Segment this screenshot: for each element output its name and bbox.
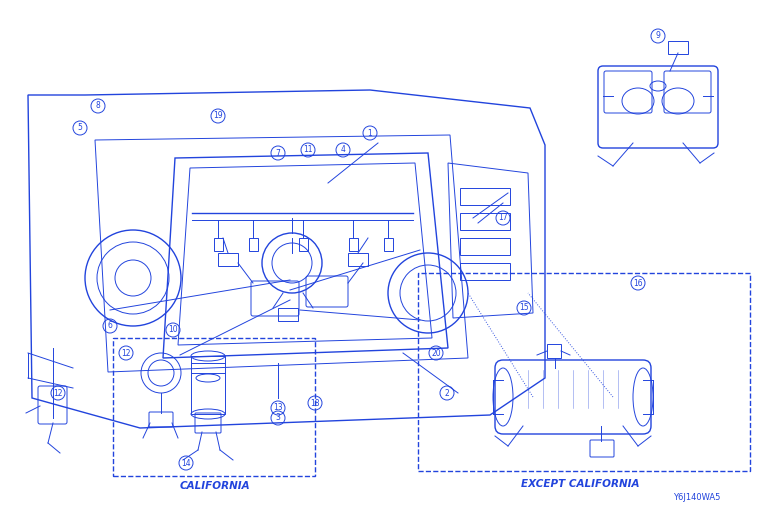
Text: EXCEPT CALIFORNIA: EXCEPT CALIFORNIA (521, 479, 639, 489)
Text: 2: 2 (445, 389, 449, 397)
Bar (348, 253, 368, 266)
Bar (460, 263, 510, 280)
Bar (349, 238, 358, 251)
Bar (668, 41, 688, 54)
Text: 18: 18 (310, 399, 319, 407)
Bar (460, 213, 510, 230)
Bar (460, 238, 510, 255)
Text: CALIFORNIA: CALIFORNIA (180, 481, 250, 491)
Text: 3: 3 (276, 414, 280, 423)
Text: 16: 16 (633, 279, 643, 288)
Text: 12: 12 (53, 389, 63, 397)
Bar (278, 308, 298, 321)
Text: 8: 8 (96, 101, 101, 110)
Text: 19: 19 (214, 111, 223, 120)
Text: 12: 12 (121, 348, 131, 358)
Bar (214, 238, 223, 251)
Bar (418, 273, 750, 471)
Text: 20: 20 (431, 348, 441, 358)
Bar (299, 238, 308, 251)
Bar (460, 188, 510, 205)
Text: 5: 5 (78, 123, 82, 132)
Bar (113, 338, 315, 476)
Bar (384, 238, 393, 251)
Bar (249, 238, 258, 251)
Text: 7: 7 (276, 149, 280, 157)
Text: 13: 13 (273, 404, 283, 413)
Text: 11: 11 (303, 145, 313, 154)
Text: 17: 17 (498, 213, 508, 222)
Bar (218, 253, 238, 266)
Bar (191, 356, 225, 414)
Text: 10: 10 (168, 325, 178, 335)
Text: Y6J140WA5: Y6J140WA5 (673, 494, 720, 503)
Text: 4: 4 (340, 145, 346, 154)
Text: 15: 15 (519, 303, 529, 313)
Text: 6: 6 (108, 322, 112, 331)
Text: 9: 9 (656, 31, 660, 40)
Text: 14: 14 (181, 459, 190, 468)
Text: 1: 1 (368, 129, 372, 138)
Bar (547, 344, 561, 358)
